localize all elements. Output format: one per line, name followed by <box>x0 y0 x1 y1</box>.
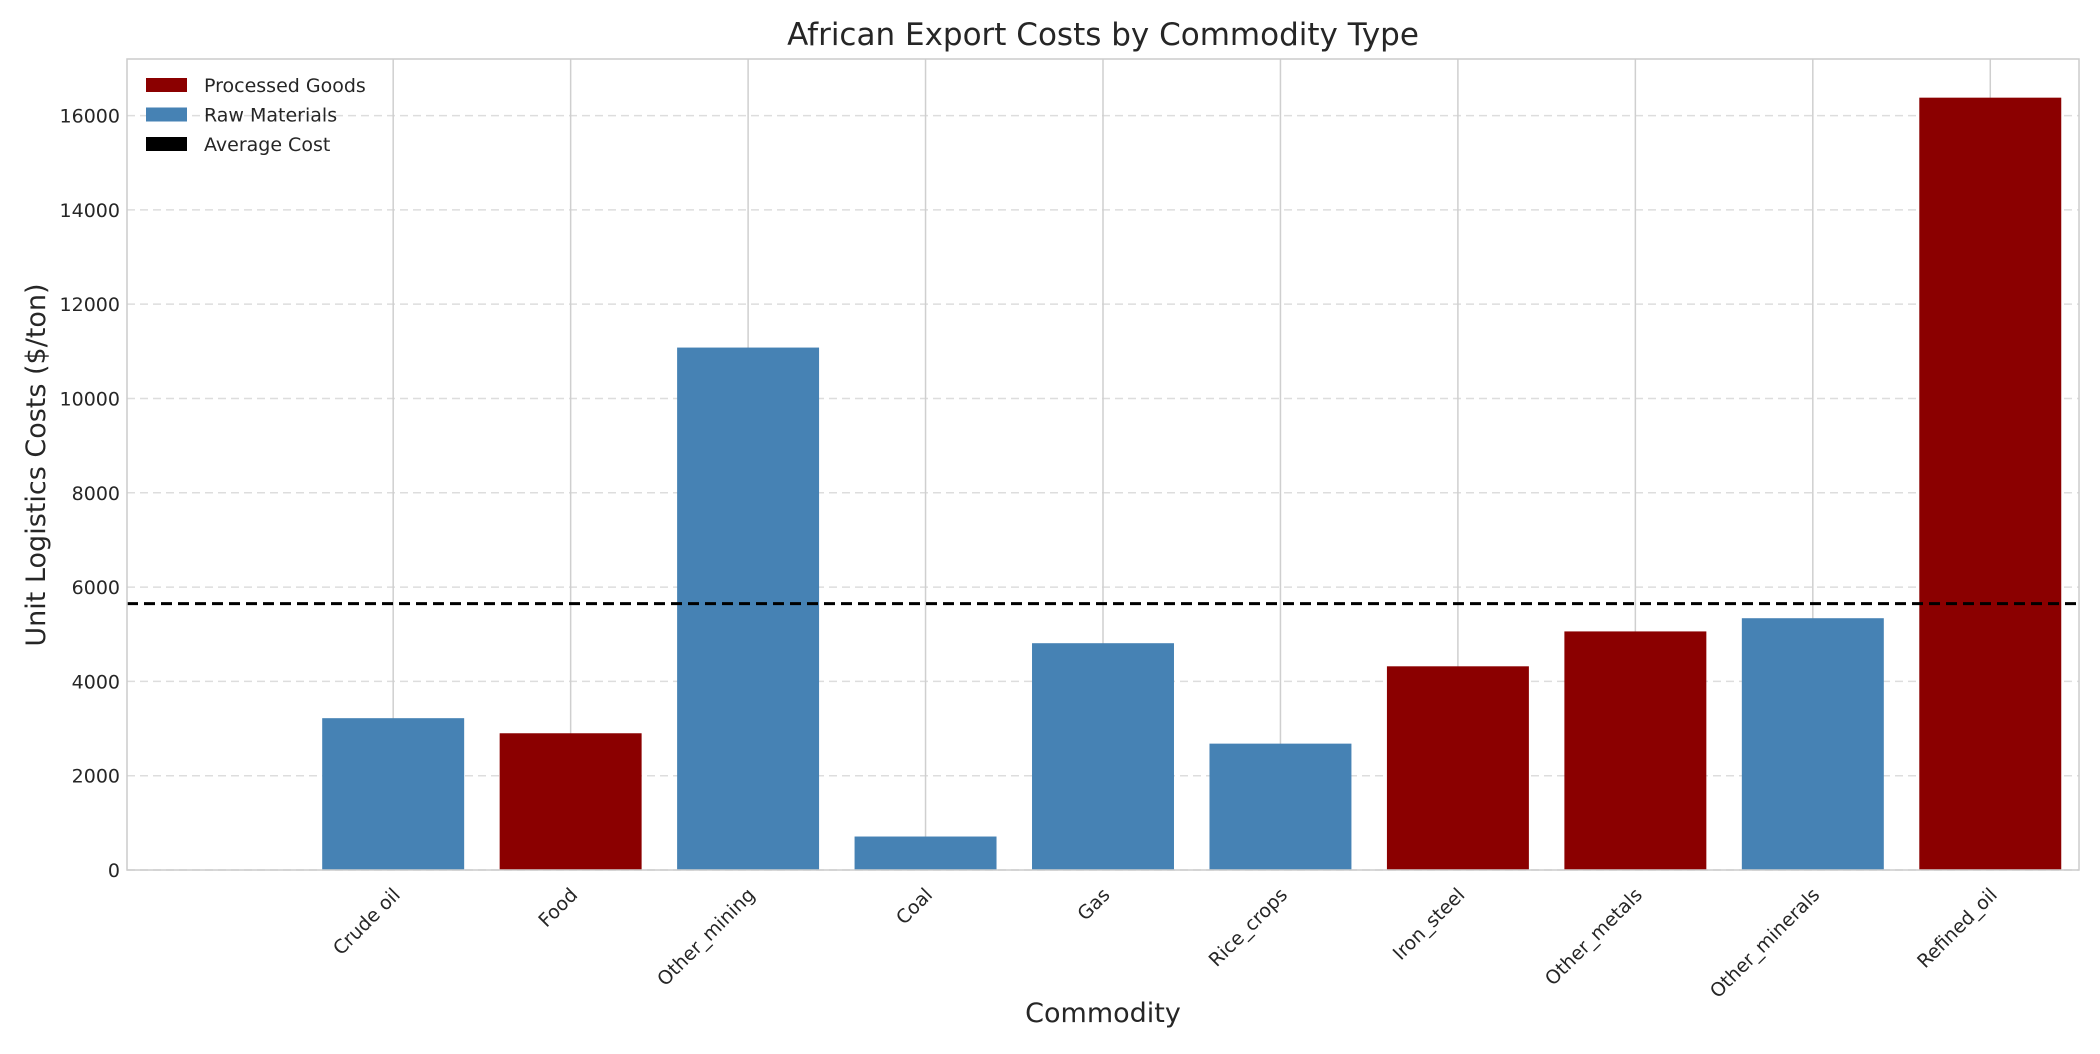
legend-label: Raw Materials <box>204 105 337 127</box>
y-tick-label: 2000 <box>72 766 120 788</box>
y-tick-label: 16000 <box>60 106 120 128</box>
x-tick-label: Other_mining <box>653 884 760 991</box>
y-tick-labels: 0 2000 4000 6000 8000 10000 12000 14000 16000 <box>60 106 120 882</box>
y-tick-label: 10000 <box>60 388 120 410</box>
x-tick-label: Crude oil <box>329 884 405 960</box>
x-axis-label: Commodity <box>1025 998 1181 1029</box>
y-tick-label: 0 <box>108 860 120 882</box>
bar <box>499 733 642 870</box>
bar <box>322 718 465 870</box>
y-tick-label: 8000 <box>72 483 120 505</box>
bars <box>322 97 2062 871</box>
x-tick-label: Refined_oil <box>1913 884 2002 973</box>
bar <box>1564 631 1707 870</box>
bar <box>1386 666 1529 870</box>
y-tick-label: 4000 <box>72 671 120 693</box>
legend-swatch <box>146 78 187 92</box>
y-tick-label: 14000 <box>60 200 120 222</box>
x-tick-label: Food <box>534 884 582 932</box>
x-tick-label: Other_metals <box>1541 884 1647 990</box>
legend-label: Processed Goods <box>204 75 366 97</box>
x-tick-label: Iron_steel <box>1389 884 1470 965</box>
bar <box>1741 618 1884 870</box>
legend-swatch <box>146 107 187 122</box>
y-tick-label: 12000 <box>60 294 120 316</box>
bar <box>854 836 997 870</box>
y-tick-label: 6000 <box>72 577 120 599</box>
x-tick-label: Other_minerals <box>1706 884 1825 1003</box>
x-tick-labels: Crude oil Food Other_mining Coal Gas Rice_cro… <box>329 884 2002 1003</box>
y-axis-label: Unit Logistics Costs ($/ton) <box>21 283 52 646</box>
x-tick-label: Coal <box>892 884 937 929</box>
bar <box>1209 743 1352 870</box>
chart-title: African Export Costs by Commodity Type <box>787 17 1419 53</box>
bar <box>1919 97 2062 871</box>
bar <box>677 347 820 870</box>
x-tick-label: Rice_crops <box>1205 884 1292 971</box>
legend-label: Average Cost <box>204 134 330 156</box>
x-tick-label: Gas <box>1073 884 1114 925</box>
legend-swatch <box>146 137 187 151</box>
plot-frame <box>126 58 2080 871</box>
bar <box>1032 643 1174 870</box>
legend: Processed Goods Raw Materials Average Cost <box>146 75 366 156</box>
